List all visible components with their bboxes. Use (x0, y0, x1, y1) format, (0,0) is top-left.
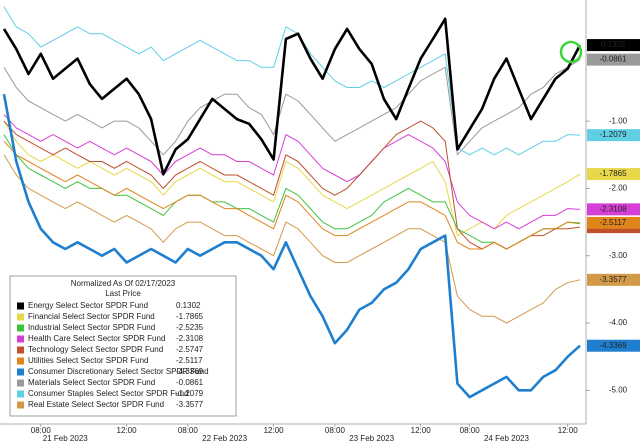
series-line (3, 59, 581, 156)
legend-swatch (17, 357, 24, 365)
legend-value: -1.7865 (176, 312, 204, 321)
series-line (3, 140, 581, 250)
last-price-label: -3.3577 (599, 275, 627, 284)
legend-name: Consumer Staples Select Sector SPDR Fund (28, 389, 189, 398)
last-price-tag (587, 53, 640, 66)
series-line (2, 93, 581, 399)
legend-swatch (17, 368, 24, 376)
last-price-label: -4.3369 (599, 341, 627, 350)
y-tick-label: -2.00 (609, 184, 628, 193)
last-price-label: -1.2079 (599, 130, 627, 139)
x-tick-label: 12:00 (558, 426, 579, 435)
y-tick-label: -5.00 (609, 385, 628, 394)
legend-swatch (17, 390, 24, 398)
last-price-tag (587, 39, 640, 52)
legend-value: -3.3577 (176, 400, 204, 409)
legend-name: Technology Select Sector SPDR Fund (28, 345, 163, 354)
last-price-tag (587, 168, 640, 181)
legend: Normalized As Of 02/17/2023 Last Price E… (9, 275, 237, 417)
legend-value: -1.2079 (176, 389, 204, 398)
series-line (2, 17, 582, 176)
last-price-tag (587, 203, 640, 216)
date-label: 23 Feb 2023 (349, 434, 394, 443)
legend-value: -2.3108 (176, 334, 204, 343)
last-price-tag (587, 216, 640, 229)
legend-swatch (17, 335, 24, 343)
legend-name: Materials Select Sector SPDR Fund (28, 378, 155, 387)
series-line (3, 154, 581, 324)
last-price-tag (587, 339, 640, 352)
legend-title: Normalized As Of 02/17/2023 (71, 279, 176, 288)
y-tick-label: -1.00 (609, 116, 628, 125)
date-label: 24 Feb 2023 (484, 434, 529, 443)
legend-name: Industrial Select Sector SPDR Fund (28, 323, 155, 332)
last-price-tag (587, 129, 640, 142)
legend-name: Utilities Select Sector SPDR Fund (28, 356, 149, 365)
legend-value: -2.5235 (176, 323, 204, 332)
legend-value: -0.0861 (176, 378, 204, 387)
legend-value: -4.3369 (176, 367, 204, 376)
last-price-label: -1.7865 (599, 169, 627, 178)
legend-value: -2.5117 (176, 356, 203, 365)
legend-name: Energy Select Sector SPDR Fund (28, 301, 148, 310)
legend-value: 0.1302 (176, 301, 201, 310)
x-tick-label: 12:00 (264, 426, 285, 435)
legend-swatch (17, 324, 24, 332)
y-tick-label: -3.00 (609, 251, 628, 260)
date-label: 22 Feb 2023 (202, 434, 247, 443)
x-tick-label: 12:00 (411, 426, 432, 435)
x-tick-label: 08:00 (31, 426, 52, 435)
last-price-label: 0.1302 (601, 40, 626, 49)
x-tick-label: 08:00 (325, 426, 346, 435)
x-tick-label: 08:00 (460, 426, 481, 435)
last-price-tag (587, 273, 640, 286)
last-price-label: -0.0861 (599, 55, 627, 64)
legend-box (9, 275, 237, 417)
plot-lines (2, 6, 582, 399)
series-line (3, 6, 581, 156)
last-price-label: -2.3108 (599, 204, 627, 213)
series-line (3, 134, 581, 250)
legend-name: Consumer Discretionary Select Sector SPD… (28, 367, 209, 376)
legend-name: Health Care Select Sector SPDR Fund (28, 334, 165, 343)
legend-name: Real Estate Select Sector SPDR Fund (28, 400, 164, 409)
legend-swatch (17, 346, 24, 354)
legend-swatch (17, 401, 24, 409)
legend-swatch (17, 302, 24, 310)
legend-swatch (17, 379, 24, 387)
series-line (3, 114, 581, 230)
legend-name: Financial Select Sector SPDR Fund (28, 312, 155, 321)
legend-value: -2.5747 (176, 345, 204, 354)
x-tick-label: 12:00 (117, 426, 138, 435)
date-label: 21 Feb 2023 (43, 434, 88, 443)
highlight-circle (559, 40, 583, 64)
x-tick-label: 08:00 (178, 426, 199, 435)
y-tick-label: -4.00 (609, 318, 628, 327)
legend-swatch (17, 313, 24, 321)
last-price-label: -2.5117 (600, 218, 627, 227)
legend-subtitle: Last Price (105, 289, 141, 298)
